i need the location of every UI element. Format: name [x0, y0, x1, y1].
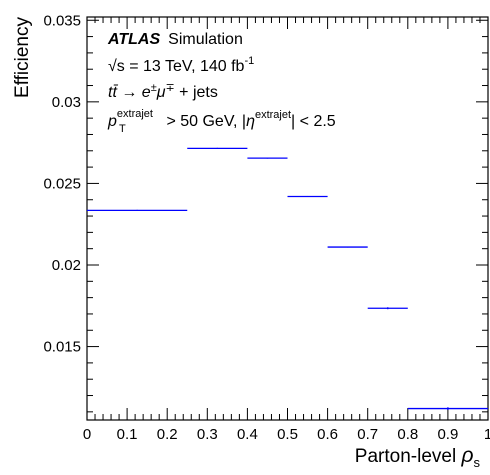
- x-tick-label: 0.8: [397, 426, 418, 443]
- process-label: tt̄ → e±μ∓ + jets: [108, 82, 218, 101]
- cut-label: pextrajet T > 50 GeV, |ηextrajet| < 2.5: [107, 108, 336, 135]
- y-tick-label: 0.02: [52, 257, 81, 274]
- x-axis-title-subscript: s: [474, 455, 481, 470]
- x-tick-label: 0.4: [237, 426, 258, 443]
- atlas-logo-text: ATLAS: [107, 31, 160, 48]
- axis-ticks: [86, 17, 489, 420]
- y-tick-label: 0.035: [43, 12, 81, 29]
- plot-frame: [86, 16, 489, 421]
- x-tick-label: 1: [484, 426, 490, 443]
- atlas-label: ATLAS Simulation: [107, 31, 243, 48]
- x-tick-label: 0.5: [277, 426, 298, 443]
- x-tick-label: 0.7: [357, 426, 378, 443]
- x-tick-labels: 0 0.1 0.2 0.3 0.4 0.5 0.6 0.7 0.8 0.9 1: [83, 426, 490, 443]
- x-tick-label: 0.6: [317, 426, 338, 443]
- x-tick-label: 0.3: [197, 426, 218, 443]
- x-axis-title: Parton-level ρs: [355, 444, 481, 470]
- histogram-bins: [87, 147, 488, 410]
- y-tick-label: 0.015: [43, 339, 81, 356]
- x-tick-label: 0: [83, 426, 91, 443]
- x-tick-label: 0.2: [157, 426, 178, 443]
- x-axis-title-symbol: ρ: [460, 444, 473, 467]
- y-tick-labels: 0.015 0.02 0.025 0.03 0.035: [43, 12, 81, 355]
- x-tick-label: 0.1: [117, 426, 138, 443]
- y-tick-label: 0.025: [43, 175, 81, 192]
- y-tick-label: 0.03: [52, 94, 81, 111]
- y-axis-title: Efficiency: [12, 17, 33, 98]
- energy-lumi-label: √s = 13 TeV, 140 fb-1: [108, 55, 254, 75]
- x-axis-title-text: Parton-level: [355, 446, 456, 467]
- x-tick-label: 0.9: [437, 426, 458, 443]
